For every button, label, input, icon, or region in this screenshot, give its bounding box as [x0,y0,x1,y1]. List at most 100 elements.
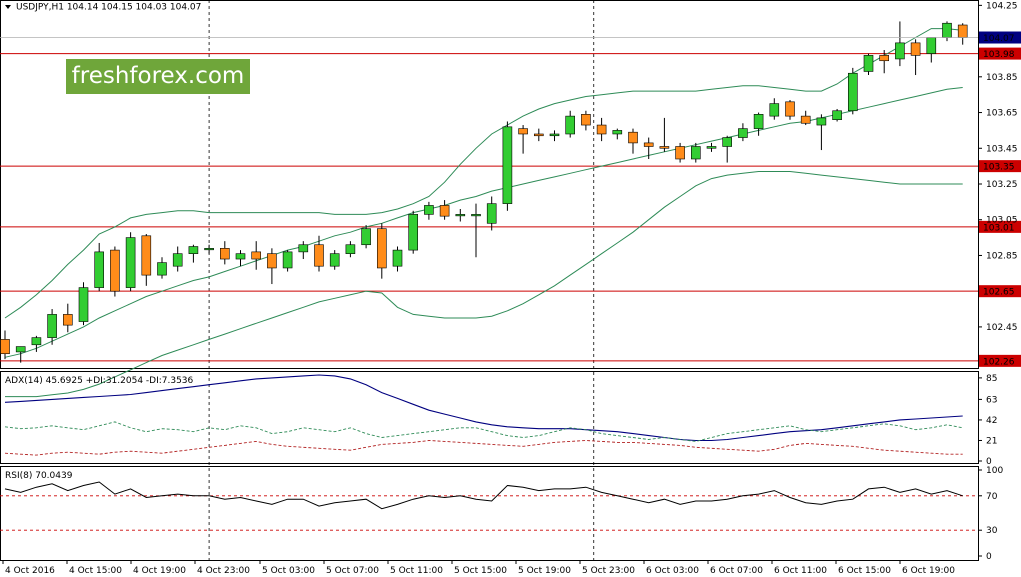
candle-32 [486,196,497,231]
candle-5 [62,303,73,333]
time-tick-label-5: 5 Oct 03:00 [262,566,315,576]
panel-frame-2 [0,371,979,464]
level-tag-103.35 [979,160,1021,173]
candle-body [251,251,261,260]
level-label-103.01: 103.01 [983,223,1015,233]
candle-43 [659,117,670,152]
price-tick-label-102.85: 102.85 [986,251,1018,261]
candle-body [832,110,842,120]
price-tick-label-103.65: 103.65 [986,109,1018,119]
adx-series-1-line [4,374,963,442]
candle-10 [141,234,152,286]
candle-body [643,142,654,147]
candle-20 [298,241,309,260]
candle-body [769,103,780,117]
candle-body [439,205,450,217]
candle-22 [329,250,340,270]
candle-body [471,214,481,217]
candle-body [220,248,230,260]
candle-2 [15,346,26,363]
candle-29 [439,200,450,220]
level-label-103.35: 103.35 [983,163,1015,173]
candle-39 [596,117,607,142]
candle-body [62,314,73,326]
time-tick-label-4: 4 Oct 23:00 [197,566,250,576]
adx-series-3-line [4,440,963,456]
rsi-tick-label-30: 30 [986,526,998,536]
time-tick-label-2: 4 Oct 15:00 [69,566,122,576]
candle-body [125,237,136,288]
candle-58 [895,21,905,67]
price-tick-label-104.25: 104.25 [986,1,1018,11]
candle-36 [549,130,560,142]
candle-24 [361,225,371,249]
rsi-tick-label-100: 100 [986,466,1003,476]
candle-body [47,314,57,338]
current-price-tag [979,31,1021,44]
candle-body [565,115,576,135]
candle-48 [738,123,748,142]
candle-54 [832,108,842,122]
price-tick-label-103.45: 103.45 [986,144,1018,154]
candle-body [157,262,167,276]
price-tick-label-103.25: 103.25 [986,180,1018,190]
bb-lower-line [5,171,963,398]
candle-body [957,24,968,38]
candle-body [581,114,591,126]
candle-3 [31,335,42,352]
candle-1 [0,330,10,360]
candle-40 [612,128,623,140]
time-tick-label-7: 5 Oct 11:00 [390,566,443,576]
rsi-tick-label-70: 70 [986,492,998,502]
candle-7 [94,242,104,292]
level-tag-103.98 [979,47,1021,60]
candle-body [533,133,544,137]
adx-tick-label-85: 85 [986,374,997,384]
candle-30 [455,209,466,222]
time-tick-label-1: 4 Oct 2016 [5,566,55,576]
candle-18 [267,248,277,285]
candle-53 [816,114,827,151]
level-label-102.26: 102.26 [983,357,1015,367]
candle-34 [518,125,528,154]
candle-body [329,253,340,267]
candle-body [910,42,921,56]
adx-tick-label-42: 42 [986,416,997,426]
candle-46 [706,142,717,152]
candle-33 [502,121,513,211]
candle-body [628,131,638,144]
candle-body [800,115,811,124]
candle-body [785,101,795,117]
candle-51 [785,100,795,120]
candle-body [298,244,309,253]
candle-body [345,244,356,254]
candle-52 [800,110,811,126]
time-tick-label-15: 6 Oct 19:00 [902,566,955,576]
candle-38 [581,110,591,131]
level-tag-103.01 [979,220,1021,233]
time-tick-label-10: 5 Oct 23:00 [582,566,635,576]
candle-body [502,126,513,204]
candle-body [722,137,733,147]
price-tick-label-103.85: 103.85 [986,73,1018,83]
watermark-logo: freshforex.com [66,59,250,94]
chart-header-label: USDJPY,H1 104.14 104.15 104.03 104.07 [16,3,201,13]
time-tick-label-3: 4 Oct 19:00 [133,566,186,576]
candle-body [753,114,764,129]
candle-50 [769,98,780,120]
candle-4 [47,309,57,345]
candle-body [549,133,560,137]
time-tick-label-6: 5 Oct 07:00 [326,566,379,576]
time-tick-label-13: 6 Oct 11:00 [774,566,827,576]
candle-17 [251,241,261,270]
price-tick-label-102.45: 102.45 [986,323,1018,333]
candle-49 [753,112,764,136]
candle-body [659,146,670,149]
adx-tick-label-63: 63 [986,395,997,405]
candle-body [612,130,623,135]
candle-42 [643,137,654,159]
time-tick-label-14: 6 Oct 15:00 [838,566,891,576]
time-tick-label-11: 6 Oct 03:00 [646,566,699,576]
candle-body [78,287,89,322]
